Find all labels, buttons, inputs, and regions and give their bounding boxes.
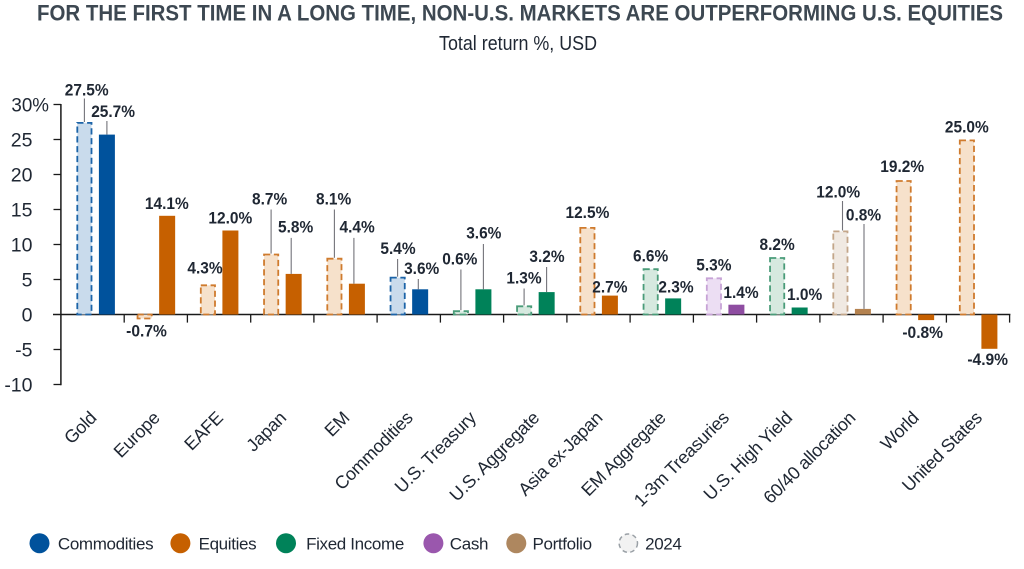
svg-text:8.2%: 8.2% — [760, 235, 795, 254]
svg-text:0.8%: 0.8% — [846, 205, 881, 224]
svg-text:1.3%: 1.3% — [506, 268, 541, 287]
svg-text:12.0%: 12.0% — [208, 209, 252, 228]
svg-text:15: 15 — [11, 199, 33, 221]
svg-text:1.0%: 1.0% — [787, 285, 822, 304]
svg-text:8.1%: 8.1% — [316, 189, 351, 208]
svg-text:-0.7%: -0.7% — [126, 322, 167, 341]
svg-text:14.1%: 14.1% — [145, 194, 189, 213]
svg-text:30%: 30% — [11, 94, 49, 116]
svg-text:6.6%: 6.6% — [633, 246, 668, 265]
svg-text:-10: -10 — [4, 374, 32, 396]
svg-text:Total return %, USD: Total return %, USD — [439, 33, 597, 55]
svg-text:2.3%: 2.3% — [658, 278, 693, 297]
svg-text:19.2%: 19.2% — [880, 157, 924, 176]
svg-text:0: 0 — [22, 304, 33, 326]
svg-text:Portfolio: Portfolio — [533, 534, 592, 553]
svg-text:3.6%: 3.6% — [404, 259, 439, 278]
svg-text:5: 5 — [22, 269, 33, 291]
svg-text:5.4%: 5.4% — [380, 239, 415, 258]
svg-text:20: 20 — [11, 164, 33, 186]
svg-text:25.0%: 25.0% — [945, 118, 989, 137]
svg-text:-4.9%: -4.9% — [967, 350, 1008, 369]
svg-text:12.5%: 12.5% — [566, 203, 610, 222]
svg-text:Cash: Cash — [450, 534, 488, 553]
svg-text:3.2%: 3.2% — [529, 247, 564, 266]
svg-text:-5: -5 — [15, 339, 32, 361]
svg-text:27.5%: 27.5% — [65, 80, 109, 99]
svg-text:2.7%: 2.7% — [592, 278, 627, 297]
svg-text:3.6%: 3.6% — [466, 224, 501, 243]
svg-text:FOR THE FIRST TIME IN A LONG T: FOR THE FIRST TIME IN A LONG TIME, NON-U… — [37, 1, 1003, 26]
svg-text:4.3%: 4.3% — [187, 259, 222, 278]
svg-text:12.0%: 12.0% — [816, 183, 860, 202]
svg-text:5.8%: 5.8% — [278, 218, 313, 237]
svg-text:Equities: Equities — [199, 534, 257, 553]
svg-text:Commodities: Commodities — [58, 534, 153, 553]
svg-text:2024: 2024 — [645, 534, 681, 553]
svg-text:8.7%: 8.7% — [252, 189, 287, 208]
svg-text:25: 25 — [11, 129, 33, 151]
svg-text:0.6%: 0.6% — [442, 249, 477, 268]
svg-text:1.4%: 1.4% — [723, 283, 758, 302]
svg-text:4.4%: 4.4% — [340, 218, 375, 237]
svg-text:5.3%: 5.3% — [696, 255, 731, 274]
svg-text:10: 10 — [11, 234, 33, 256]
svg-text:Fixed Income: Fixed Income — [306, 534, 404, 553]
svg-text:25.7%: 25.7% — [91, 102, 135, 121]
svg-text:-0.8%: -0.8% — [902, 323, 943, 342]
